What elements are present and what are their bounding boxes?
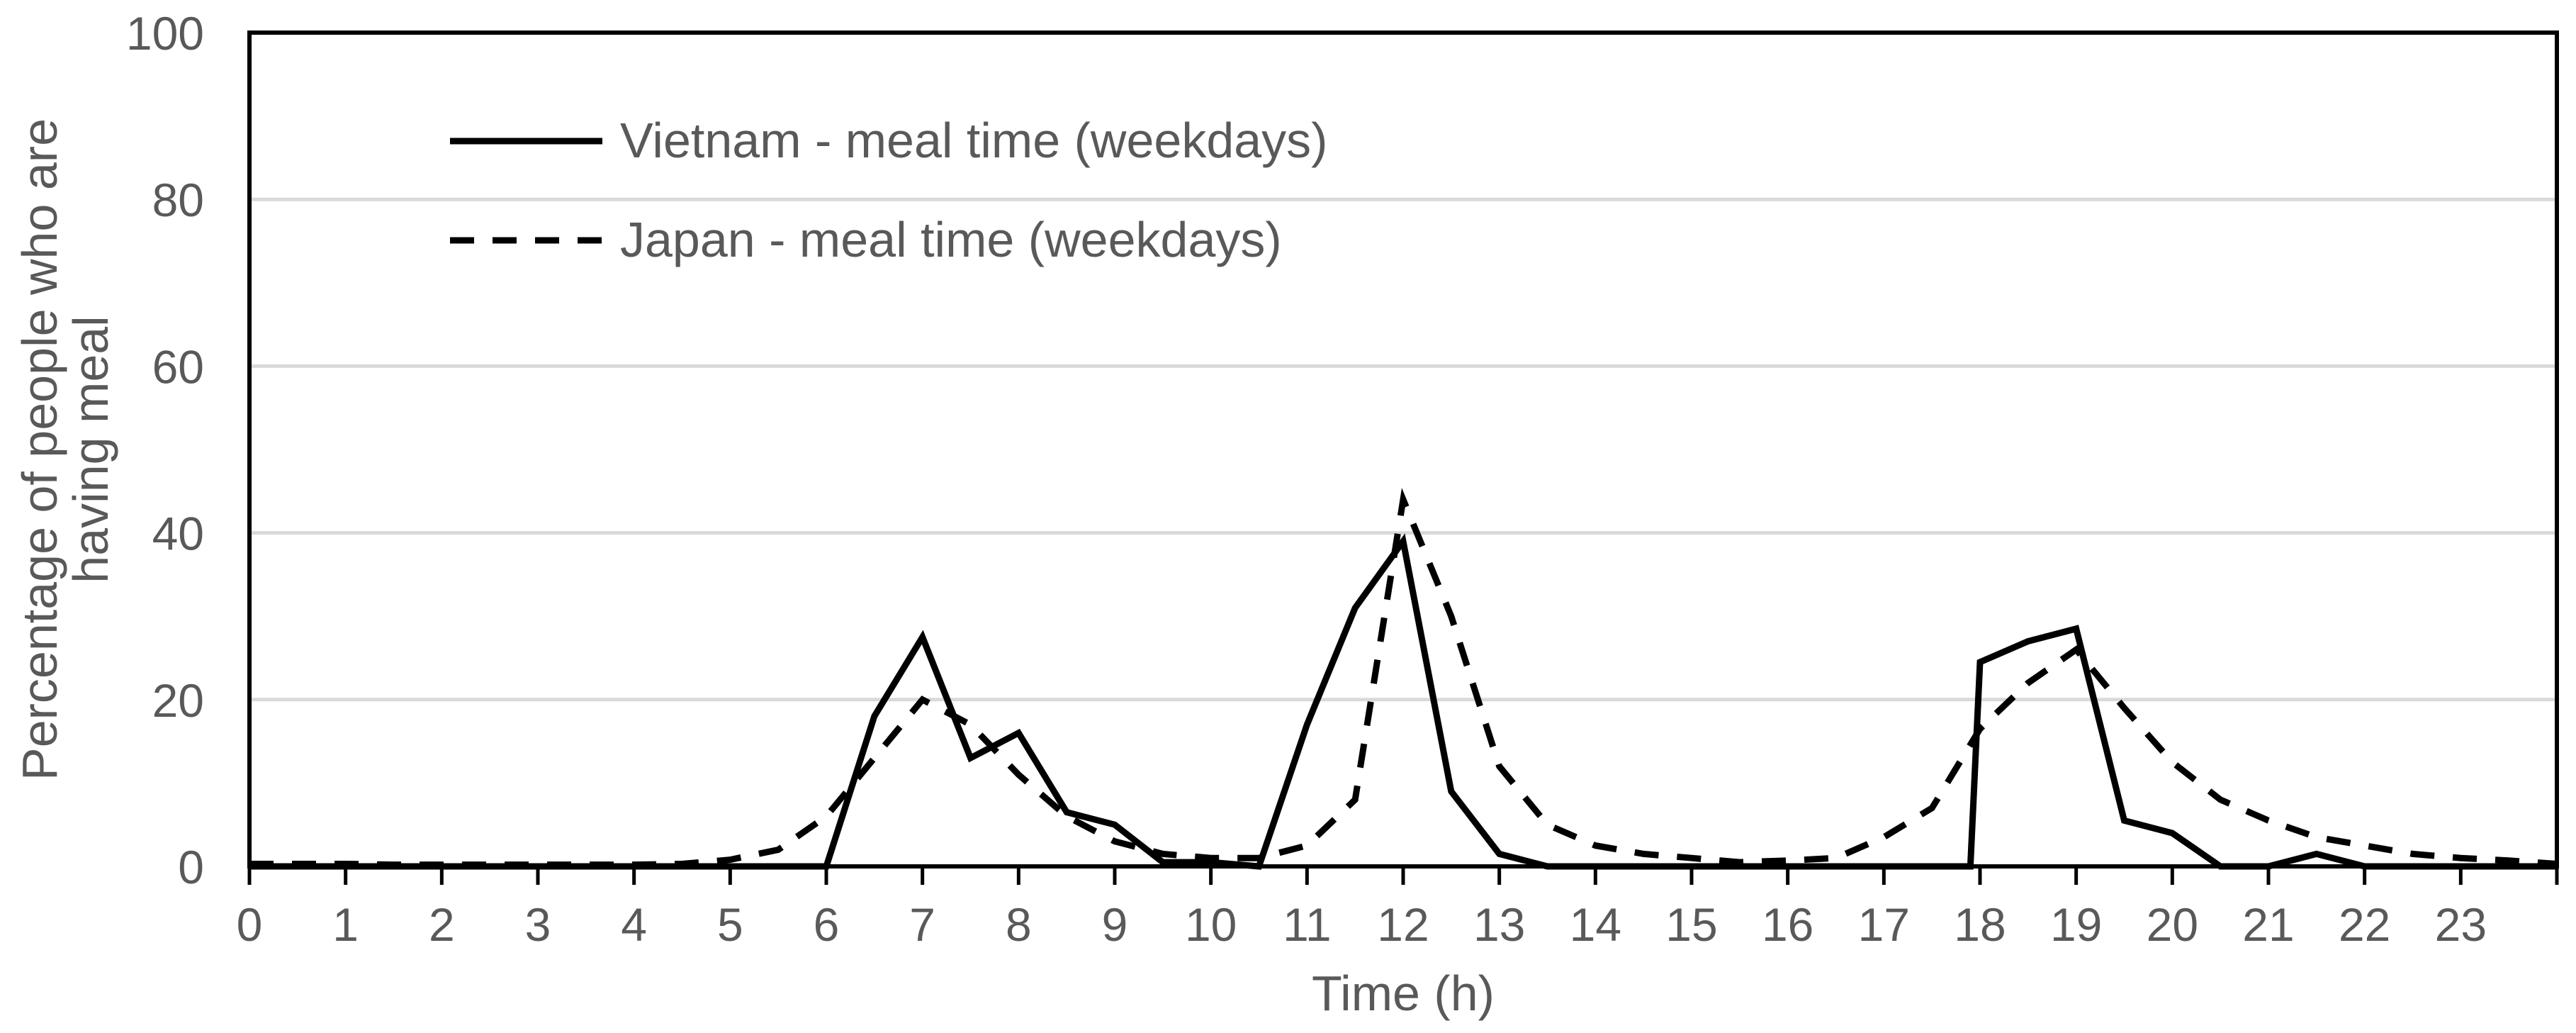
series-line-vietnam <box>249 533 2557 870</box>
x-tick-label-11: 11 <box>1283 898 1332 951</box>
gridlines <box>249 197 2557 702</box>
y-tick-label-1: 20 <box>152 674 204 727</box>
x-tick-label-19: 19 <box>2050 898 2102 951</box>
x-tick-label-23: 23 <box>2435 898 2487 951</box>
legend: Vietnam - meal time (weekdays) Japan - m… <box>450 113 1328 267</box>
x-tick-label-5: 5 <box>717 898 743 951</box>
y-axis-ticks: 0 20 40 60 80 100 <box>126 7 204 893</box>
x-axis-ticks: 0 1 2 3 4 5 6 7 8 9 10 11 12 13 14 15 16 17 18 19 20 21 22 23 <box>237 866 2559 951</box>
x-tick-label-13: 13 <box>1473 898 1525 951</box>
x-tick-label-6: 6 <box>814 898 840 951</box>
y-axis-title: Percentage of people who are having meal <box>12 118 118 781</box>
x-tick-label-12: 12 <box>1377 898 1429 951</box>
x-tick-label-1: 1 <box>332 898 359 951</box>
x-axis-title: Time (h) <box>1312 966 1495 1021</box>
series-lines <box>249 488 2558 870</box>
plot-frame <box>247 30 2559 869</box>
x-tick-label-18: 18 <box>1954 898 2006 951</box>
legend-label-vietnam: Vietnam - meal time (weekdays) <box>620 113 1328 168</box>
x-tick-label-20: 20 <box>2147 898 2198 951</box>
y-tick-label-2: 40 <box>152 508 204 560</box>
x-tick-label-8: 8 <box>1006 898 1032 951</box>
x-tick-label-2: 2 <box>429 898 455 951</box>
x-tick-label-22: 22 <box>2339 898 2390 951</box>
x-tick-label-10: 10 <box>1185 898 1237 951</box>
x-tick-label-14: 14 <box>1570 898 1621 951</box>
x-tick-label-7: 7 <box>909 898 935 951</box>
x-tick-label-15: 15 <box>1665 898 1717 951</box>
x-tick-label-9: 9 <box>1102 898 1128 951</box>
y-tick-label-4: 80 <box>152 174 204 226</box>
legend-label-japan: Japan - meal time (weekdays) <box>620 212 1282 267</box>
x-tick-label-16: 16 <box>1762 898 1813 951</box>
y-tick-label-5: 100 <box>126 7 204 60</box>
x-tick-label-0: 0 <box>237 898 263 951</box>
x-tick-label-17: 17 <box>1858 898 1910 951</box>
x-tick-label-4: 4 <box>621 898 647 951</box>
y-tick-label-3: 60 <box>152 340 204 393</box>
x-tick-label-21: 21 <box>2242 898 2294 951</box>
y-axis-title-line-1: Percentage of people who are <box>12 118 67 781</box>
y-axis-title-line-2: having meal <box>63 316 118 583</box>
x-tick-label-3: 3 <box>525 898 551 951</box>
y-tick-label-0: 0 <box>178 841 204 893</box>
